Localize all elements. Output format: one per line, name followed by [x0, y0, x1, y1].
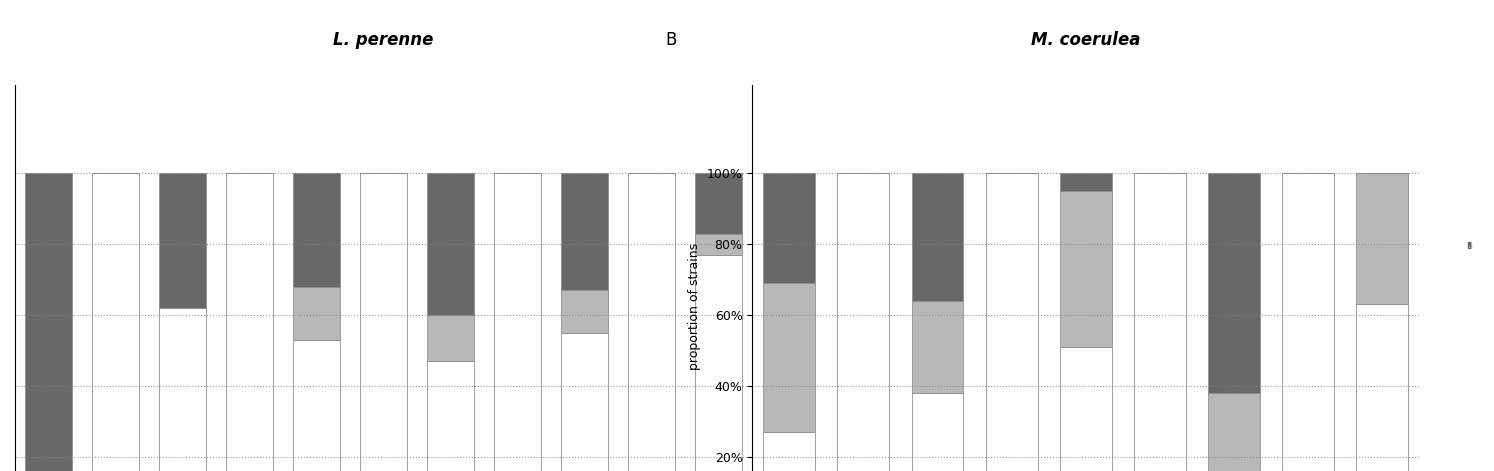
- Bar: [763, 283, 816, 432]
- Text: B: B: [665, 32, 677, 49]
- Text: L. perenne: L. perenne: [333, 32, 433, 49]
- Bar: [1357, 304, 1409, 471]
- Bar: [629, 173, 675, 471]
- Bar: [1282, 173, 1334, 471]
- Bar: [427, 173, 474, 315]
- Bar: [93, 173, 139, 471]
- Bar: [911, 393, 964, 471]
- Bar: [158, 308, 206, 471]
- Bar: [1059, 173, 1112, 191]
- Bar: [293, 340, 341, 471]
- Bar: [1059, 191, 1112, 347]
- Bar: [226, 173, 273, 471]
- Bar: [695, 173, 743, 234]
- Bar: [25, 173, 72, 471]
- Bar: [1357, 173, 1409, 304]
- Text: M. coerulea: M. coerulea: [1031, 32, 1140, 49]
- Bar: [562, 333, 608, 471]
- Bar: [695, 255, 743, 471]
- Bar: [763, 173, 816, 283]
- Bar: [1134, 173, 1186, 471]
- Legend: , , : , ,: [1467, 242, 1472, 248]
- Bar: [562, 290, 608, 333]
- Bar: [911, 301, 964, 393]
- Bar: [763, 432, 816, 471]
- Bar: [360, 173, 406, 471]
- Bar: [1059, 347, 1112, 471]
- Bar: [495, 173, 541, 471]
- Bar: [427, 315, 474, 361]
- Bar: [1209, 173, 1259, 393]
- Y-axis label: proportion of strains: proportion of strains: [689, 243, 701, 370]
- Bar: [838, 173, 889, 471]
- Bar: [911, 173, 964, 301]
- Bar: [158, 173, 206, 308]
- Bar: [293, 173, 341, 287]
- Bar: [562, 173, 608, 290]
- Bar: [1209, 393, 1259, 471]
- Bar: [986, 173, 1038, 471]
- Bar: [293, 287, 341, 340]
- Bar: [695, 234, 743, 255]
- Bar: [427, 361, 474, 471]
